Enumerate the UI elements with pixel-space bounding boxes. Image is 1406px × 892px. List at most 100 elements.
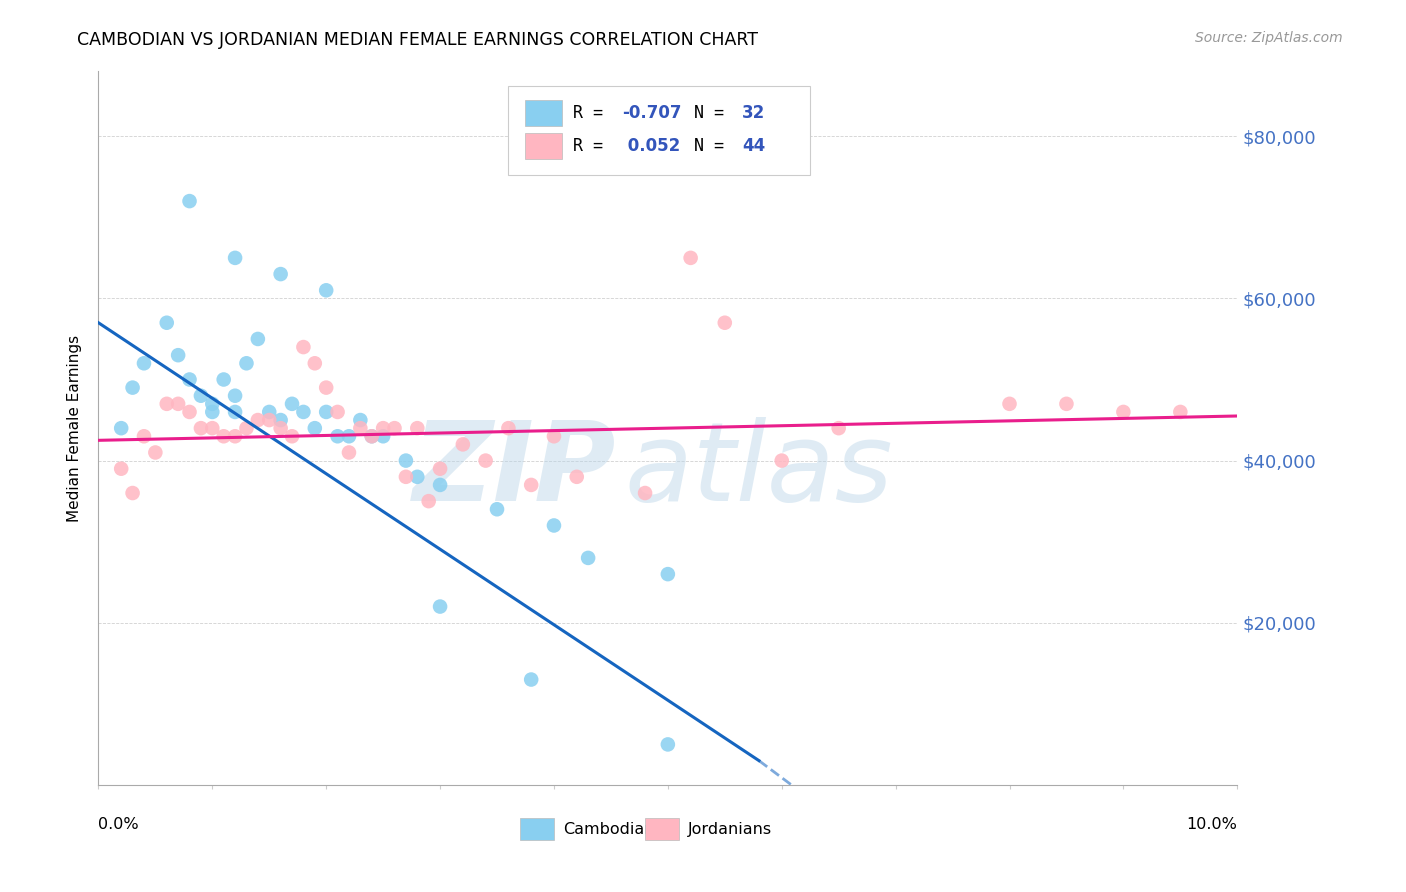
Point (565, 470, 588, 484)
Text: 32: 32 (742, 103, 765, 121)
Point (121, 486, 143, 500)
Text: R =: R = (574, 103, 613, 121)
Point (281, 429, 304, 443)
Point (679, 251, 702, 265)
Point (167, 348, 190, 362)
Point (373, 421, 395, 435)
Text: CAMBODIAN VS JORDANIAN MEDIAN FEMALE EARNINGS CORRELATION CHART: CAMBODIAN VS JORDANIAN MEDIAN FEMALE EAR… (77, 31, 758, 49)
Text: Cambodians: Cambodians (562, 822, 662, 837)
Point (201, 421, 224, 435)
Text: N =: N = (695, 103, 734, 121)
Point (406, 421, 429, 435)
Text: atlas: atlas (624, 417, 893, 524)
Point (315, 283, 337, 297)
Point (520, 478, 543, 492)
Point (179, 405, 201, 419)
Point (451, 437, 474, 451)
Point (246, 413, 269, 427)
Point (349, 413, 371, 427)
Point (429, 478, 451, 492)
Point (224, 429, 246, 443)
Point (406, 470, 429, 484)
Point (270, 267, 292, 281)
Point (315, 405, 337, 419)
Point (1112, 405, 1135, 419)
Point (395, 470, 418, 484)
Text: 44: 44 (742, 137, 765, 155)
Point (828, 421, 851, 435)
Point (349, 421, 371, 435)
Point (486, 502, 509, 516)
Point (110, 421, 132, 435)
Point (770, 453, 793, 467)
Text: 10.0%: 10.0% (1187, 817, 1237, 832)
FancyBboxPatch shape (509, 86, 810, 175)
Point (304, 421, 326, 435)
Point (121, 381, 143, 395)
Point (235, 421, 257, 435)
Point (259, 413, 281, 427)
Text: ZIP: ZIP (413, 417, 617, 524)
Point (634, 486, 657, 500)
Point (201, 405, 224, 419)
Point (657, 567, 679, 582)
FancyBboxPatch shape (520, 819, 554, 840)
Point (132, 429, 155, 443)
Point (384, 421, 406, 435)
Point (337, 445, 360, 459)
Point (179, 194, 201, 208)
Point (270, 413, 292, 427)
FancyBboxPatch shape (526, 100, 562, 126)
Point (270, 421, 292, 435)
Point (132, 356, 155, 370)
Text: N =: N = (695, 137, 734, 155)
Point (292, 405, 315, 419)
Text: 0.0%: 0.0% (98, 817, 139, 832)
Point (395, 453, 418, 467)
Point (212, 429, 235, 443)
Point (543, 429, 565, 443)
Point (246, 332, 269, 346)
Text: Jordanians: Jordanians (689, 822, 772, 837)
Point (156, 397, 179, 411)
Text: R =: R = (574, 137, 613, 155)
Point (281, 397, 304, 411)
Point (156, 316, 179, 330)
Y-axis label: Median Female Earnings: Median Female Earnings (67, 334, 83, 522)
Point (110, 461, 132, 475)
Point (418, 494, 440, 508)
Point (576, 550, 599, 565)
FancyBboxPatch shape (526, 134, 562, 159)
Point (1170, 405, 1192, 419)
Point (998, 397, 1021, 411)
Point (292, 340, 315, 354)
Point (657, 738, 679, 752)
Point (498, 421, 520, 435)
Point (360, 429, 382, 443)
Point (326, 405, 349, 419)
Point (373, 429, 395, 443)
Point (201, 397, 224, 411)
Point (474, 453, 496, 467)
Point (190, 421, 212, 435)
Point (224, 405, 246, 419)
Point (326, 429, 349, 443)
Point (429, 461, 451, 475)
Point (304, 356, 326, 370)
Point (212, 372, 235, 386)
FancyBboxPatch shape (645, 819, 679, 840)
Point (224, 389, 246, 403)
Point (1056, 397, 1078, 411)
Text: 0.052: 0.052 (623, 137, 681, 155)
Point (315, 381, 337, 395)
Point (337, 429, 360, 443)
Point (259, 405, 281, 419)
Text: -0.707: -0.707 (623, 103, 682, 121)
Point (179, 372, 201, 386)
Point (360, 429, 382, 443)
Text: Source: ZipAtlas.com: Source: ZipAtlas.com (1195, 31, 1343, 45)
Point (714, 316, 737, 330)
Point (167, 397, 190, 411)
Point (224, 251, 246, 265)
Point (145, 445, 167, 459)
